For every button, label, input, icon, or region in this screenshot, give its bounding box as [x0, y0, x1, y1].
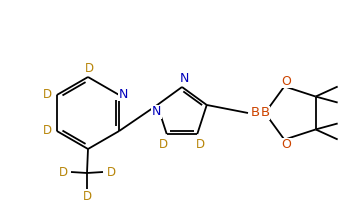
Text: D: D: [107, 166, 115, 179]
Text: B: B: [261, 107, 269, 120]
Text: N: N: [152, 105, 161, 118]
Text: D: D: [43, 124, 52, 137]
Text: D: D: [43, 88, 52, 101]
Text: B: B: [250, 107, 259, 120]
Text: D: D: [58, 166, 68, 179]
Text: O: O: [281, 138, 291, 151]
Text: D: D: [82, 191, 92, 204]
Text: O: O: [281, 75, 291, 88]
Text: D: D: [85, 61, 93, 74]
Text: D: D: [159, 137, 168, 151]
Text: N: N: [179, 72, 189, 86]
Text: D: D: [196, 137, 205, 151]
Text: N: N: [119, 88, 128, 101]
